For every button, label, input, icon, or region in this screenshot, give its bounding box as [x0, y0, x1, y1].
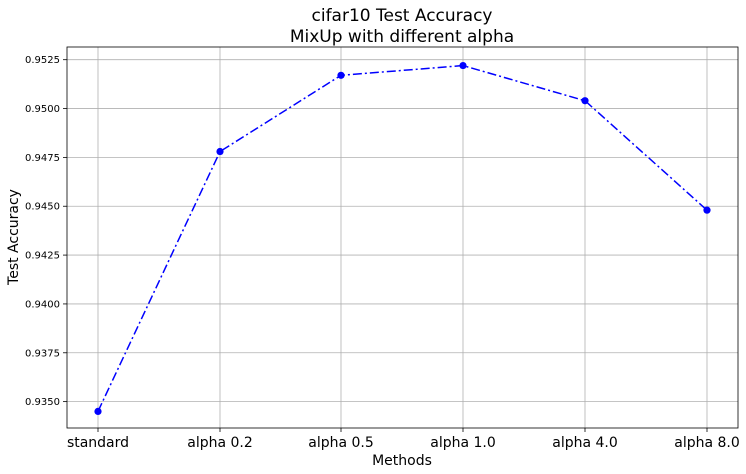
- y-tick-label: 0.9525: [25, 55, 60, 66]
- y-tick-label: 0.9350: [25, 397, 60, 408]
- plot-area-frame: [66, 46, 739, 429]
- chart-title-line-2: MixUp with different alpha: [290, 27, 514, 47]
- data-point: [337, 71, 345, 79]
- x-tick-label: alpha 4.0: [552, 435, 618, 451]
- x-tick-label: alpha 1.0: [430, 435, 496, 451]
- series: [94, 61, 711, 415]
- data-point: [581, 97, 589, 105]
- data-point: [703, 206, 711, 214]
- data-point: [459, 61, 467, 70]
- y-tick-label: 0.9400: [25, 299, 60, 310]
- x-tick-label: standard: [67, 435, 129, 451]
- y-tick-label: 0.9450: [25, 202, 60, 213]
- x-tick-label: alpha 0.2: [187, 435, 253, 451]
- series-line: [97, 64, 708, 412]
- y-tick-label: 0.9375: [25, 348, 60, 359]
- y-tick-label: 0.9475: [25, 153, 60, 164]
- x-tick-label: alpha 0.5: [308, 435, 374, 451]
- y-axis-label: Test Accuracy: [6, 189, 22, 286]
- x-axis-label: Methods: [372, 453, 432, 469]
- y-axis-ticks: 0.9350 0.9375 0.9400 0.9425 0.9450 0.9475 0.95…: [25, 55, 67, 408]
- data-point: [216, 147, 224, 156]
- y-tick-label: 0.9500: [25, 104, 60, 115]
- chart-title-line-1: cifar10 Test Accuracy: [312, 6, 493, 26]
- grid: [67, 47, 738, 428]
- data-point: [94, 407, 102, 415]
- x-tick-label: alpha 8.0: [674, 435, 740, 451]
- y-tick-label: 0.9425: [25, 251, 60, 262]
- x-axis-ticks: standard alpha 0.2 alpha 0.5 alpha 1.0 alpha…: [67, 428, 740, 451]
